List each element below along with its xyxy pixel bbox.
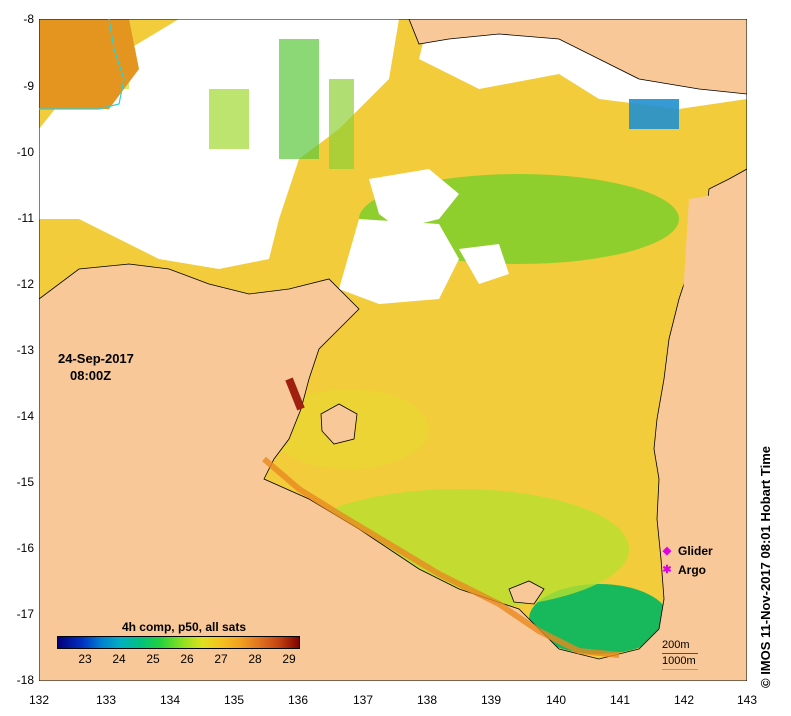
glider-marker-icon: ◆ (662, 545, 672, 557)
argo-marker-icon: ✱ (662, 564, 672, 576)
colorbar-tick-label: 27 (214, 652, 228, 666)
lat-tick-label: -16 (16, 541, 34, 555)
depth-200-label: 200m (662, 639, 690, 651)
depth-contour-key: 200m 1000m (662, 639, 698, 670)
lon-tick-label: 133 (95, 693, 117, 707)
land-groote-eylandt (320, 403, 358, 445)
lat-tick-label: -9 (23, 79, 34, 93)
colorbar-gradient (57, 636, 300, 649)
sst-warm-block (39, 19, 139, 109)
map-canvas (39, 19, 747, 681)
cloud-mask (339, 219, 459, 304)
sst-cold-fragment (629, 99, 679, 129)
lat-tick-label: -18 (16, 673, 34, 687)
sst-fragment (209, 89, 249, 149)
lat-tick-label: -11 (17, 211, 34, 225)
platform-legend: ◆ Glider ✱ Argo (660, 541, 713, 579)
sst-fragment (279, 39, 319, 159)
lon-tick-label: 140 (545, 693, 567, 707)
lon-tick-label: 135 (223, 693, 245, 707)
legend-label: Glider (678, 543, 713, 558)
lat-tick-label: -12 (16, 277, 34, 291)
colorbar: 4h comp, p50, all sats 23 24 25 26 27 28… (57, 620, 300, 666)
date-label: 24-Sep-2017 08:00Z (58, 350, 134, 384)
colorbar-ticks: 23 24 25 26 27 28 29 (57, 649, 299, 666)
lon-tick-label: 142 (673, 693, 695, 707)
cloud-mask (369, 169, 459, 229)
legend-item-glider: ◆ Glider (660, 541, 713, 560)
depth-1000-label: 1000m (662, 655, 696, 667)
depth-200-line (662, 653, 698, 654)
colorbar-tick-label: 29 (282, 652, 296, 666)
coastal-warm-strip (262, 456, 620, 658)
colorbar-tick-label: 28 (248, 652, 262, 666)
lat-tick-label: -8 (23, 12, 34, 26)
date-time: 08:00Z (70, 368, 112, 383)
legend-item-argo: ✱ Argo (660, 560, 713, 579)
lat-tick-label: -17 (16, 607, 34, 621)
colorbar-tick-label: 23 (78, 652, 92, 666)
imos-credit: © IMOS 11-Nov-2017 08:01 Hobart Time (758, 446, 773, 688)
sst-cool-patch (529, 584, 669, 654)
lon-tick-label: 139 (480, 693, 502, 707)
lon-tick-label: 143 (736, 693, 758, 707)
land-cape-york (679, 189, 747, 681)
lat-tick-label: -13 (16, 343, 34, 357)
date-day: 24-Sep-2017 (58, 351, 134, 366)
colorbar-tick-label: 24 (112, 652, 126, 666)
lon-tick-label: 134 (159, 693, 181, 707)
colorbar-title: 4h comp, p50, all sats (121, 620, 247, 634)
lon-tick-label: 138 (416, 693, 438, 707)
coastal-hot-spot (285, 377, 305, 411)
depth-1000-line (662, 669, 698, 670)
lon-tick-label: 136 (287, 693, 309, 707)
lon-tick-label: 132 (28, 693, 50, 707)
eez-boundary-line (39, 19, 125, 110)
lat-tick-label: -10 (16, 145, 34, 159)
land-new-guinea (408, 19, 747, 95)
land-mornington-island (508, 580, 545, 605)
lon-tick-label: 141 (609, 693, 631, 707)
cloud-mask (459, 244, 509, 284)
lon-tick-label: 137 (352, 693, 374, 707)
legend-label: Argo (678, 562, 706, 577)
colorbar-tick-label: 25 (146, 652, 160, 666)
lat-tick-label: -14 (16, 409, 34, 423)
colorbar-tick-label: 26 (180, 652, 194, 666)
sst-map (39, 19, 747, 681)
sst-fragment (329, 79, 354, 169)
lat-tick-label: -15 (16, 475, 34, 489)
